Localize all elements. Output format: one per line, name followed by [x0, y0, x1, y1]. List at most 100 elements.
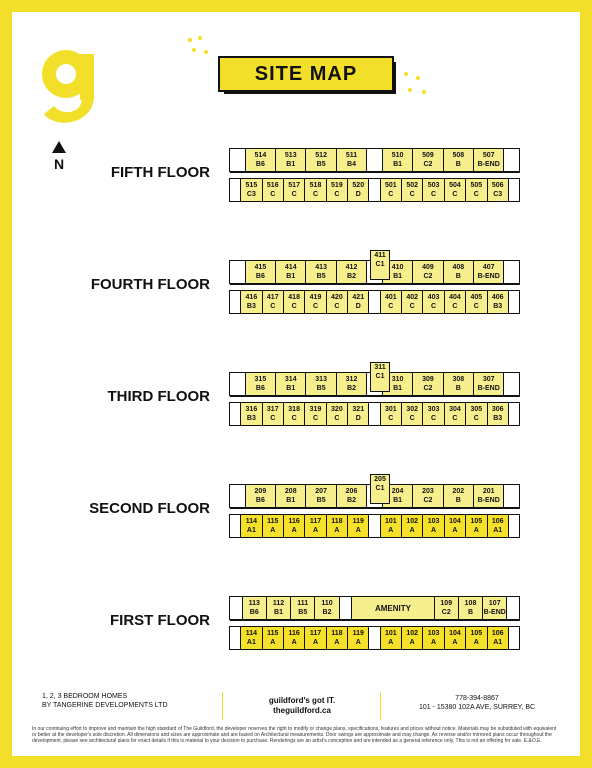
unit-cell[interactable]: 515 C3: [240, 178, 263, 202]
unit-cell[interactable]: 115 A: [261, 626, 284, 650]
unit-cell[interactable]: 118 A: [325, 514, 349, 538]
unit-cell[interactable]: 114 A1: [240, 514, 263, 538]
unit-cell[interactable]: 511 B4: [335, 148, 368, 172]
unit-cell[interactable]: 405 C: [465, 290, 488, 314]
unit-cell[interactable]: 307 B-END: [473, 372, 505, 396]
unit-cell[interactable]: 316 B3: [240, 402, 263, 426]
unit-cell[interactable]: 319 C: [304, 402, 327, 426]
unit-cell[interactable]: 415 B6: [244, 260, 277, 284]
unit-cell[interactable]: 103 A: [422, 514, 445, 538]
unit-cell[interactable]: 520 D: [347, 178, 370, 202]
unit-cell[interactable]: 313 B5: [305, 372, 337, 396]
unit-cell[interactable]: 509 C2: [412, 148, 444, 172]
unit-cell[interactable]: 301 C: [379, 402, 402, 426]
unit-cell[interactable]: 411 C1: [370, 250, 390, 280]
unit-cell[interactable]: 104 A: [443, 626, 467, 650]
unit-cell[interactable]: 114 A1: [240, 626, 263, 650]
unit-cell[interactable]: 404 C: [443, 290, 467, 314]
unit-cell[interactable]: 308 B: [442, 372, 474, 396]
amenity-space[interactable]: AMENITY: [351, 596, 435, 620]
unit-cell[interactable]: 107 B-END: [482, 596, 508, 620]
unit-cell[interactable]: 118 A: [325, 626, 349, 650]
unit-cell[interactable]: 111 B5: [290, 596, 316, 620]
unit-cell[interactable]: 401 C: [379, 290, 402, 314]
unit-cell[interactable]: 110 B2: [314, 596, 340, 620]
unit-cell[interactable]: 408 B: [442, 260, 474, 284]
unit-cell[interactable]: 102 A: [401, 514, 424, 538]
unit-cell[interactable]: 205 C1: [370, 474, 390, 504]
unit-cell[interactable]: 516 C: [261, 178, 284, 202]
unit-cell[interactable]: 116 A: [282, 626, 306, 650]
unit-cell[interactable]: 421 D: [347, 290, 370, 314]
unit-cell[interactable]: 402 C: [401, 290, 424, 314]
unit-cell[interactable]: 321 D: [347, 402, 370, 426]
unit-cell[interactable]: 304 C: [443, 402, 467, 426]
unit-cell[interactable]: 504 C: [443, 178, 467, 202]
unit-cell[interactable]: 104 A: [443, 514, 467, 538]
unit-cell[interactable]: 113 B6: [241, 596, 267, 620]
unit-cell[interactable]: 506 C3: [486, 178, 509, 202]
unit-cell[interactable]: 502 C: [401, 178, 424, 202]
unit-cell[interactable]: 320 C: [325, 402, 349, 426]
unit-cell[interactable]: 513 B1: [275, 148, 307, 172]
unit-cell[interactable]: 305 C: [465, 402, 488, 426]
unit-cell[interactable]: 406 B3: [486, 290, 509, 314]
unit-cell[interactable]: 109 C2: [433, 596, 459, 620]
unit-cell[interactable]: 413 B5: [305, 260, 337, 284]
unit-cell[interactable]: 518 C: [304, 178, 327, 202]
unit-cell[interactable]: 311 C1: [370, 362, 390, 392]
unit-cell[interactable]: 105 A: [465, 626, 488, 650]
unit-cell[interactable]: 108 B: [457, 596, 484, 620]
unit-cell[interactable]: 419 C: [304, 290, 327, 314]
unit-cell[interactable]: 116 A: [282, 514, 306, 538]
unit-cell[interactable]: 206 B2: [335, 484, 368, 508]
unit-cell[interactable]: 101 A: [379, 514, 402, 538]
unit-cell[interactable]: 503 C: [422, 178, 445, 202]
unit-cell[interactable]: 117 A: [304, 514, 327, 538]
unit-cell[interactable]: 317 C: [261, 402, 284, 426]
unit-cell[interactable]: 119 A: [347, 514, 370, 538]
unit-cell[interactable]: 101 A: [379, 626, 402, 650]
unit-cell[interactable]: 417 C: [261, 290, 284, 314]
unit-cell[interactable]: 201 B-END: [473, 484, 505, 508]
unit-cell[interactable]: 407 B-END: [473, 260, 505, 284]
unit-cell[interactable]: 208 B1: [275, 484, 307, 508]
unit-cell[interactable]: 314 B1: [275, 372, 307, 396]
unit-cell[interactable]: 409 C2: [412, 260, 444, 284]
unit-cell[interactable]: 420 C: [325, 290, 349, 314]
unit-cell[interactable]: 414 B1: [275, 260, 307, 284]
unit-cell[interactable]: 512 B5: [305, 148, 337, 172]
unit-cell[interactable]: 519 C: [325, 178, 349, 202]
unit-cell[interactable]: 418 C: [282, 290, 306, 314]
unit-cell[interactable]: 501 C: [379, 178, 402, 202]
unit-cell[interactable]: 306 B3: [486, 402, 509, 426]
unit-cell[interactable]: 302 C: [401, 402, 424, 426]
unit-cell[interactable]: 102 A: [401, 626, 424, 650]
unit-cell[interactable]: 510 B1: [381, 148, 414, 172]
unit-cell[interactable]: 112 B1: [265, 596, 292, 620]
unit-cell[interactable]: 103 A: [422, 626, 445, 650]
unit-cell[interactable]: 203 C2: [412, 484, 444, 508]
unit-cell[interactable]: 514 B6: [244, 148, 277, 172]
unit-cell[interactable]: 416 B3: [240, 290, 263, 314]
unit-cell[interactable]: 508 B: [442, 148, 474, 172]
unit-cell[interactable]: 106 A1: [486, 626, 509, 650]
footer-website[interactable]: guildford's got IT. theguildford.ca: [268, 696, 336, 715]
unit-cell[interactable]: 517 C: [282, 178, 306, 202]
unit-cell[interactable]: 403 C: [422, 290, 445, 314]
unit-cell[interactable]: 309 C2: [412, 372, 444, 396]
unit-cell[interactable]: 115 A: [261, 514, 284, 538]
unit-cell[interactable]: 507 B-END: [473, 148, 505, 172]
unit-cell[interactable]: 312 B2: [335, 372, 368, 396]
unit-cell[interactable]: 318 C: [282, 402, 306, 426]
unit-cell[interactable]: 106 A1: [486, 514, 509, 538]
unit-cell[interactable]: 315 B6: [244, 372, 277, 396]
unit-cell[interactable]: 105 A: [465, 514, 488, 538]
unit-cell[interactable]: 209 B6: [244, 484, 277, 508]
unit-cell[interactable]: 117 A: [304, 626, 327, 650]
unit-cell[interactable]: 505 C: [465, 178, 488, 202]
unit-cell[interactable]: 412 B2: [335, 260, 368, 284]
unit-cell[interactable]: 207 B5: [305, 484, 337, 508]
unit-cell[interactable]: 119 A: [347, 626, 370, 650]
unit-cell[interactable]: 303 C: [422, 402, 445, 426]
